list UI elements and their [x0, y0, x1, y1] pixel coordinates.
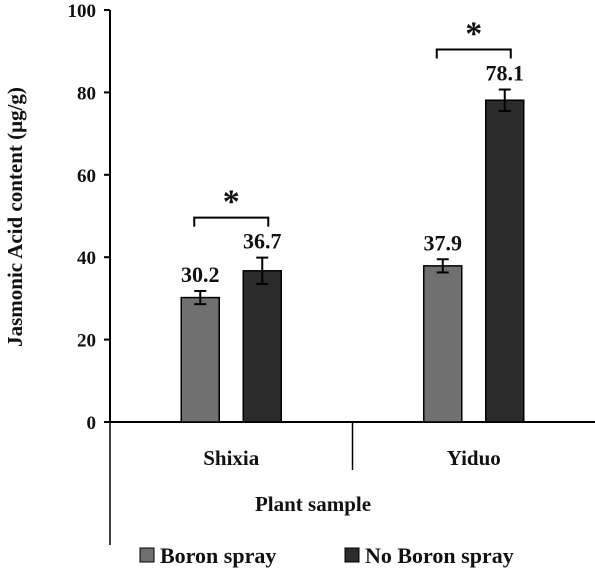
y-axis-title: Jasmonic Acid content (μg/g): [3, 87, 27, 347]
significance-bracket: [435, 48, 512, 59]
bar: [485, 99, 525, 423]
x-category-label: Shixia: [203, 446, 260, 470]
significance-bracket: [193, 216, 270, 227]
y-tick-label: 80: [77, 83, 96, 104]
data-label: 36.7: [243, 229, 282, 254]
legend-swatch: [139, 547, 155, 563]
legend-label: No Boron spray: [365, 543, 514, 568]
significance-marker: *: [223, 184, 240, 221]
legend-label: Boron spray: [160, 543, 276, 568]
x-category-label: Yiduo: [447, 446, 501, 470]
bar: [242, 270, 282, 423]
y-tick-label: 20: [77, 331, 96, 352]
data-label: 37.9: [424, 230, 463, 255]
bar: [180, 296, 220, 423]
y-tick-label: 60: [77, 166, 96, 187]
legend-swatch: [344, 547, 360, 563]
data-label: 78.1: [486, 61, 525, 86]
bar: [423, 265, 463, 423]
plot-area: 020406080100Shixia30.236.7*Yiduo37.978.1…: [68, 1, 595, 568]
y-tick-label: 40: [77, 248, 96, 269]
significance-marker: *: [465, 16, 482, 53]
data-label: 30.2: [181, 262, 220, 287]
x-axis-title: Plant sample: [255, 492, 371, 516]
y-tick-label: 100: [68, 1, 97, 22]
y-tick-label: 0: [87, 413, 97, 434]
